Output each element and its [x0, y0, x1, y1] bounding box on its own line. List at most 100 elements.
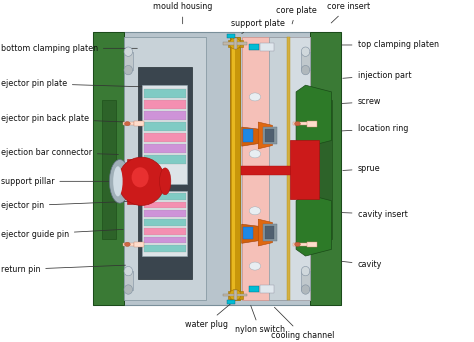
Bar	[145, 245, 186, 252]
Bar	[301, 271, 310, 290]
Text: bottom clamping platen: bottom clamping platen	[0, 44, 137, 53]
Bar	[145, 237, 186, 243]
Ellipse shape	[295, 122, 301, 126]
Bar	[124, 271, 133, 290]
Ellipse shape	[295, 242, 301, 246]
Text: cavity insert: cavity insert	[341, 210, 407, 219]
Ellipse shape	[249, 262, 261, 270]
Bar	[287, 37, 310, 300]
Text: location ring: location ring	[341, 124, 408, 133]
Ellipse shape	[132, 167, 149, 187]
Ellipse shape	[118, 157, 165, 206]
Bar	[269, 37, 287, 300]
Bar	[145, 202, 186, 209]
Polygon shape	[242, 127, 269, 146]
Bar	[227, 300, 235, 304]
Bar	[228, 40, 243, 47]
Bar	[249, 44, 259, 50]
Bar	[145, 228, 186, 235]
Bar	[234, 38, 237, 49]
Bar	[301, 52, 310, 70]
Text: ejector pin plate: ejector pin plate	[0, 79, 142, 88]
Bar	[227, 34, 235, 38]
Text: cooling channel: cooling channel	[271, 307, 334, 340]
Text: core insert: core insert	[327, 2, 370, 23]
Text: ejector guide pin: ejector guide pin	[0, 229, 123, 239]
Bar	[124, 37, 206, 300]
Text: ejector pin: ejector pin	[0, 201, 142, 210]
Ellipse shape	[249, 207, 261, 215]
Text: nylon switch: nylon switch	[235, 305, 285, 334]
Ellipse shape	[124, 266, 133, 276]
Ellipse shape	[249, 93, 261, 101]
Bar	[234, 290, 237, 300]
Bar	[124, 52, 133, 70]
Text: top clamping platen: top clamping platen	[341, 40, 438, 50]
Polygon shape	[258, 219, 273, 246]
Bar	[242, 37, 310, 300]
Polygon shape	[296, 85, 331, 147]
Ellipse shape	[249, 150, 261, 158]
Bar	[123, 122, 135, 126]
Bar	[143, 191, 187, 256]
Ellipse shape	[229, 38, 241, 49]
Text: mould housing: mould housing	[153, 2, 212, 24]
Ellipse shape	[109, 160, 130, 203]
Bar	[307, 121, 318, 127]
Bar	[135, 242, 144, 247]
Bar	[318, 100, 331, 239]
Bar	[93, 31, 124, 305]
Bar	[260, 43, 274, 51]
Bar	[123, 242, 135, 246]
Bar	[260, 285, 274, 292]
Bar	[138, 67, 192, 279]
Text: cavity: cavity	[341, 260, 382, 269]
Bar	[241, 166, 302, 175]
Bar	[287, 37, 291, 300]
Ellipse shape	[113, 166, 123, 196]
Text: ejector pin back plate: ejector pin back plate	[0, 114, 123, 123]
Bar	[145, 193, 186, 200]
Bar	[293, 122, 312, 126]
Ellipse shape	[301, 65, 310, 75]
Bar	[263, 127, 277, 144]
Text: core plate: core plate	[276, 6, 317, 24]
Bar	[145, 144, 186, 153]
Ellipse shape	[301, 266, 310, 276]
Bar	[290, 141, 319, 199]
Bar	[145, 155, 186, 164]
Bar	[249, 286, 259, 292]
Bar	[307, 242, 318, 247]
Ellipse shape	[301, 47, 310, 56]
Ellipse shape	[159, 168, 171, 195]
Text: water plug: water plug	[185, 301, 234, 329]
Bar	[143, 85, 187, 184]
Text: sprue: sprue	[343, 165, 380, 173]
Bar	[228, 291, 243, 299]
Text: screw: screw	[341, 97, 381, 106]
Bar	[145, 100, 186, 109]
Bar	[145, 133, 186, 142]
Ellipse shape	[229, 290, 241, 300]
Ellipse shape	[125, 242, 130, 246]
Bar	[128, 159, 142, 204]
Ellipse shape	[124, 285, 133, 294]
Ellipse shape	[124, 47, 133, 56]
Bar	[223, 42, 247, 45]
Bar	[230, 37, 240, 300]
Bar	[265, 129, 274, 142]
Bar	[145, 219, 186, 226]
Bar	[243, 226, 253, 239]
Bar	[93, 31, 341, 305]
Text: injection part: injection part	[343, 71, 411, 80]
Bar	[145, 210, 186, 217]
Ellipse shape	[125, 122, 130, 126]
Bar	[145, 111, 186, 120]
Text: ejection bar connector: ejection bar connector	[0, 148, 118, 157]
Bar	[310, 31, 341, 305]
Text: support pillar: support pillar	[0, 177, 128, 186]
Bar	[145, 89, 186, 97]
Bar	[265, 226, 274, 239]
Text: support plate: support plate	[231, 19, 285, 34]
Text: return pin: return pin	[0, 265, 126, 274]
